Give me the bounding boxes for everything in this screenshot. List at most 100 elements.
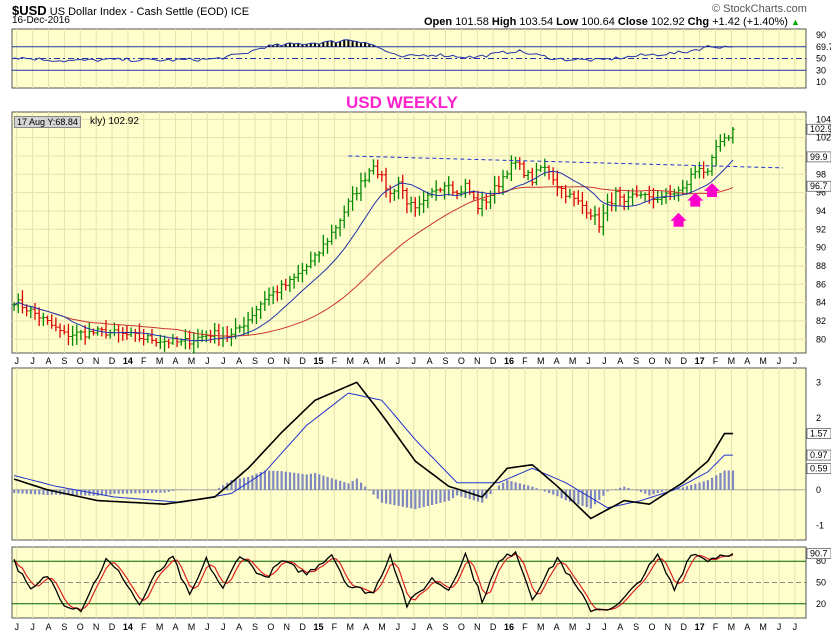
macd-hist-bar — [451, 489, 455, 499]
macd-hist-bar — [593, 489, 597, 505]
x-tick-label: N — [283, 356, 290, 366]
x-tick-label: D — [109, 622, 116, 632]
macd-hist-bar — [163, 489, 166, 493]
macd-hist-bar — [364, 486, 367, 490]
macd-hist-bar — [171, 489, 175, 491]
x-tick-label: J — [586, 356, 591, 366]
pink-up-arrow — [670, 212, 687, 227]
ma-short-label: 99.9 — [810, 152, 828, 162]
macd-hist-bar — [38, 489, 41, 495]
macd-hist-bar — [297, 473, 300, 490]
macd-hist-bar — [464, 489, 467, 498]
x-tick-label: A — [554, 622, 560, 632]
x-tick-label: J — [205, 356, 210, 366]
x-tick-label: O — [77, 622, 84, 632]
macd-hist-bar — [568, 489, 572, 502]
x-tick-label: N — [283, 622, 290, 632]
macd-hist-bar — [372, 489, 375, 495]
macd-tick-label: 3 — [816, 377, 821, 387]
macd-hist-bar — [665, 489, 668, 491]
security-name: US Dollar Index - Cash Settle (EOD) — [49, 6, 228, 18]
x-tick-label: A — [554, 356, 560, 366]
x-tick-label: S — [61, 622, 67, 632]
macd-hist-bar — [142, 489, 145, 494]
x-tick-label: S — [252, 356, 258, 366]
macd-hist-bar — [719, 472, 722, 490]
x-tick-label: S — [252, 622, 258, 632]
x-tick-label: 15 — [313, 622, 323, 632]
chg-label: Chg — [687, 16, 710, 28]
macd-hist-bar — [96, 489, 99, 496]
macd-hist-bar — [598, 489, 601, 500]
macd-hist-bar — [21, 489, 24, 494]
x-tick-label: J — [30, 622, 35, 632]
macd-hist-bar — [138, 489, 141, 494]
last-price-tag — [806, 123, 831, 135]
x-tick-label: D — [299, 622, 306, 632]
x-tick-label: D — [490, 356, 497, 366]
macd-hist-bar — [113, 489, 116, 494]
macd-hist-bar — [159, 489, 162, 493]
macd-hist-bar — [376, 489, 379, 499]
macd-hist-bar — [514, 482, 517, 490]
macd-hist-bar — [652, 489, 655, 495]
crosshair-readout: 17 Aug Y:68.84 — [14, 116, 81, 128]
macd-hist-bar — [506, 480, 509, 490]
x-tick-label: A — [363, 622, 369, 632]
macd-hist-bar — [556, 489, 559, 497]
macd-hist-bar — [410, 489, 413, 509]
rsi-tick-label: 90 — [816, 30, 826, 40]
ma-short-tag — [806, 151, 831, 163]
x-tick-label: M — [156, 622, 164, 632]
x-tick-label: M — [346, 356, 354, 366]
macd-0-97-label: 0.97 — [810, 450, 828, 460]
macd-hist-bar — [288, 472, 292, 490]
macd-hist-bar — [694, 483, 697, 490]
x-tick-label: N — [665, 356, 672, 366]
x-tick-label: F — [332, 622, 338, 632]
macd-hist-bar — [518, 483, 521, 490]
x-tick-label: F — [522, 622, 528, 632]
macd-hist-bar — [318, 474, 321, 490]
x-tick-label: M — [728, 622, 736, 632]
low-value: 100.64 — [581, 16, 615, 28]
macd-hist-bar — [105, 489, 108, 495]
x-tick-label: N — [93, 356, 100, 366]
x-tick-label: J — [586, 622, 591, 632]
macd-hist-bar — [414, 489, 417, 510]
macd-hist-bar — [497, 485, 501, 490]
macd-hist-bar — [644, 489, 647, 494]
x-tick-label: J — [412, 356, 417, 366]
price-tick-label: 98 — [816, 169, 826, 179]
macd-hist-bar — [614, 489, 618, 490]
macd-hist-bar — [50, 489, 53, 495]
macd-hist-bar — [619, 487, 622, 490]
x-tick-label: A — [427, 622, 433, 632]
x-tick-label: 17 — [695, 622, 705, 632]
macd-hist-bar — [389, 489, 392, 505]
ma-long-label: 96.7 — [810, 181, 828, 191]
x-tick-label: J — [221, 622, 226, 632]
price-tick-label: 84 — [816, 298, 826, 308]
macd-hist-bar — [468, 489, 471, 500]
chart-title: $USD US Dollar Index - Cash Settle (EOD)… — [12, 3, 249, 18]
x-tick-label: S — [633, 622, 639, 632]
macd-hist-bar — [677, 487, 680, 490]
macd-hist-bar — [510, 481, 513, 490]
chart-date: 16-Dec-2016 — [12, 15, 70, 26]
price-tick-label: 86 — [816, 279, 826, 289]
macd-hist-bar — [280, 471, 283, 490]
x-tick-label: N — [474, 622, 481, 632]
x-tick-label: 16 — [504, 356, 514, 366]
x-tick-label: J — [793, 356, 798, 366]
macd-hist-bar — [63, 489, 66, 495]
x-tick-label: 14 — [123, 356, 133, 366]
macd-hist-bar — [222, 485, 225, 490]
macd-hist-bar — [589, 489, 592, 509]
last-price-label: 102.92 — [810, 124, 831, 134]
macd-hist-bar — [401, 489, 404, 507]
macd-hist-bar — [79, 489, 83, 496]
macd-hist-bar — [234, 479, 237, 490]
rsi-line — [13, 39, 733, 63]
pink-up-arrow — [687, 192, 704, 207]
